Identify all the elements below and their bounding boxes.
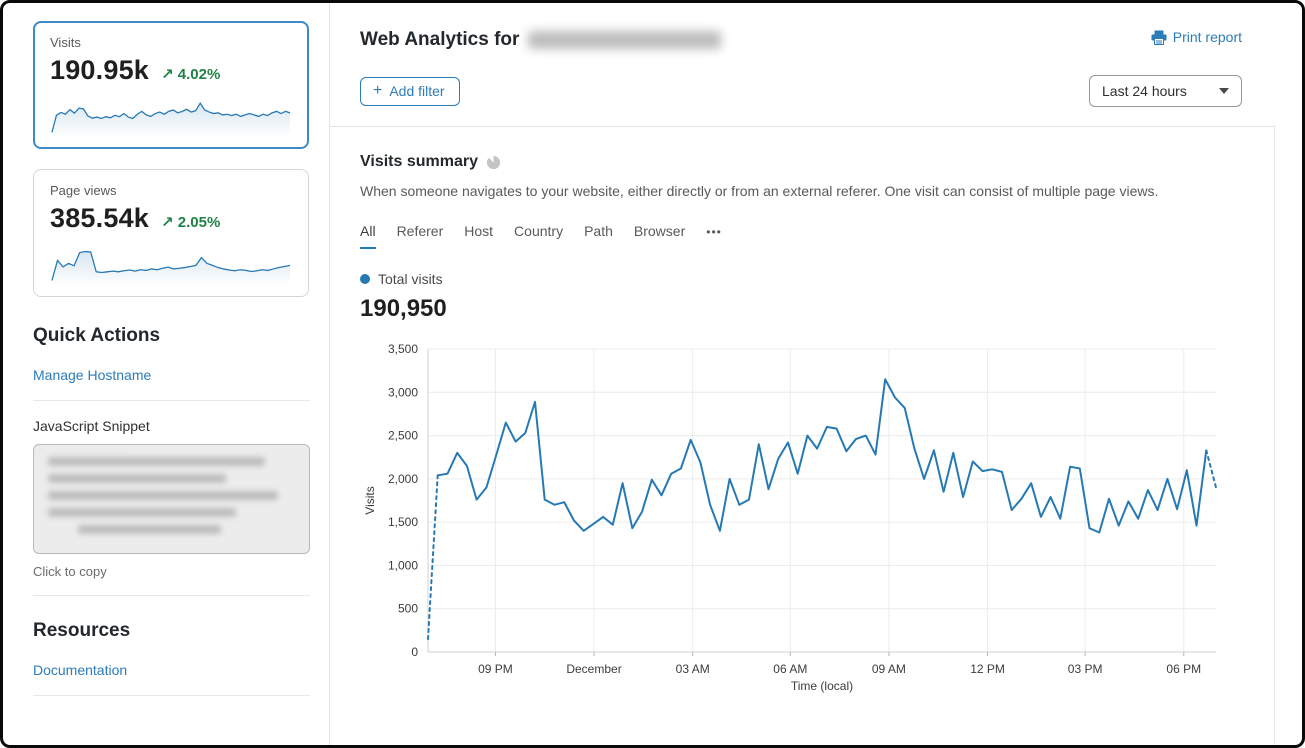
trend-up-icon: ↗ bbox=[161, 214, 174, 231]
add-filter-button[interactable]: + Add filter bbox=[360, 76, 460, 106]
time-range-value: Last 24 hours bbox=[1102, 83, 1187, 99]
svg-text:12 PM: 12 PM bbox=[970, 662, 1005, 676]
report-section: Visits summary When someone navigates to… bbox=[330, 126, 1275, 745]
svg-text:Visits: Visits bbox=[363, 486, 377, 514]
svg-text:03 AM: 03 AM bbox=[676, 662, 710, 676]
svg-text:3,500: 3,500 bbox=[388, 342, 418, 356]
svg-text:2,000: 2,000 bbox=[388, 472, 418, 486]
redacted-code-line bbox=[48, 474, 226, 483]
svg-text:06 AM: 06 AM bbox=[773, 662, 807, 676]
visits-card-value: 190.95k bbox=[50, 55, 149, 85]
svg-text:03 PM: 03 PM bbox=[1068, 662, 1103, 676]
plus-icon: + bbox=[373, 81, 383, 99]
chevron-down-icon bbox=[1219, 88, 1229, 94]
svg-text:0: 0 bbox=[411, 645, 418, 659]
resources-heading: Resources bbox=[33, 620, 131, 641]
redacted-code-line bbox=[48, 491, 278, 500]
page-views-sparkline-chart bbox=[51, 250, 291, 286]
tab-host[interactable]: Host bbox=[464, 223, 494, 239]
tab-country[interactable]: Country bbox=[514, 223, 564, 239]
svg-text:06 PM: 06 PM bbox=[1166, 662, 1201, 676]
tab-referer[interactable]: Referer bbox=[396, 223, 444, 239]
svg-text:2,500: 2,500 bbox=[388, 429, 418, 443]
page-views-card-value: 385.54k bbox=[50, 203, 149, 233]
javascript-snippet-label: JavaScript Snippet bbox=[33, 418, 150, 434]
svg-text:1,500: 1,500 bbox=[388, 515, 418, 529]
total-visits-value: 190,950 bbox=[360, 295, 447, 322]
printer-icon bbox=[1151, 30, 1167, 45]
quick-actions-heading: Quick Actions bbox=[33, 325, 161, 346]
svg-text:3,000: 3,000 bbox=[388, 385, 418, 399]
redacted-code-line bbox=[48, 457, 266, 466]
add-filter-label: Add filter bbox=[389, 82, 445, 99]
page-views-card-delta: ↗ 2.05% bbox=[161, 214, 221, 231]
stat-card-page-views[interactable]: Page views 385.54k ↗ 2.05% bbox=[33, 169, 309, 297]
time-range-select[interactable]: Last 24 hours bbox=[1089, 75, 1242, 107]
sidebar: Visits 190.95k ↗ 4.02% Page views 385.54… bbox=[3, 3, 330, 745]
javascript-snippet-code-box[interactable] bbox=[33, 444, 310, 554]
redacted-domain-name bbox=[528, 31, 722, 49]
tab-all[interactable]: All bbox=[360, 223, 376, 249]
print-report-button[interactable]: Print report bbox=[1151, 29, 1242, 45]
svg-text:09 PM: 09 PM bbox=[478, 662, 513, 676]
visits-card-label: Visits bbox=[50, 35, 81, 50]
svg-text:December: December bbox=[566, 662, 621, 676]
tabs-more-menu[interactable]: ••• bbox=[706, 225, 722, 239]
page-views-card-label: Page views bbox=[50, 183, 117, 198]
main-header: Web Analytics for Print report bbox=[330, 3, 1302, 107]
visits-line-chart: 0 500 1,000 1,500 2,000 2,500 3,000 3,500 09 PM D… bbox=[363, 342, 1217, 693]
main-panel: Web Analytics for Print report bbox=[330, 3, 1302, 745]
documentation-link[interactable]: Documentation bbox=[33, 662, 310, 696]
visits-summary-description: When someone navigates to your website, … bbox=[360, 183, 1159, 199]
print-report-label: Print report bbox=[1172, 29, 1242, 45]
redacted-code-line bbox=[77, 525, 221, 534]
svg-text:Time (local): Time (local) bbox=[791, 679, 853, 693]
manage-hostname-link[interactable]: Manage Hostname bbox=[33, 367, 310, 401]
page-title: Web Analytics for bbox=[360, 29, 722, 51]
svg-text:500: 500 bbox=[398, 602, 418, 616]
legend-dot-icon bbox=[360, 274, 370, 284]
svg-text:09 AM: 09 AM bbox=[872, 662, 906, 676]
visits-sparkline-chart bbox=[51, 101, 291, 138]
stat-card-visits[interactable]: Visits 190.95k ↗ 4.02% bbox=[33, 21, 309, 149]
pie-chart-icon bbox=[486, 155, 501, 169]
dimension-tabs: All Referer Host Country Path Browser ••… bbox=[360, 223, 1274, 249]
visits-summary-heading: Visits summary bbox=[360, 153, 478, 170]
trend-up-icon: ↗ bbox=[161, 66, 174, 83]
tab-browser[interactable]: Browser bbox=[633, 223, 686, 239]
chart-legend: Total visits bbox=[360, 271, 1274, 287]
visits-card-delta: ↗ 4.02% bbox=[161, 66, 221, 83]
legend-label: Total visits bbox=[378, 271, 443, 287]
svg-text:1,000: 1,000 bbox=[388, 558, 418, 572]
tab-path[interactable]: Path bbox=[584, 223, 613, 239]
click-to-copy-hint: Click to copy bbox=[33, 564, 310, 596]
redacted-code-line bbox=[48, 508, 236, 517]
